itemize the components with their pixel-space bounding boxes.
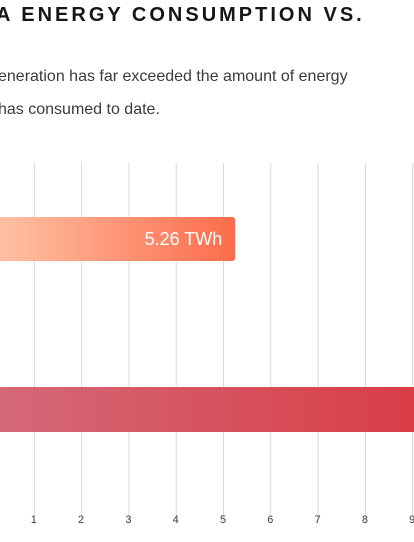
bar-1 bbox=[0, 217, 236, 261]
x-tick-label-6: 6 bbox=[267, 514, 273, 526]
chart-title: A ENERGY CONSUMPTION VS. bbox=[0, 4, 365, 26]
bar-1-value-label: 5.26 TWh bbox=[145, 229, 223, 249]
x-tick-label-2: 2 bbox=[78, 514, 84, 526]
x-tick-label-7: 7 bbox=[315, 514, 321, 526]
chart-subtitle: eneration has far exceeded the amount of… bbox=[0, 60, 348, 126]
x-tick-label-4: 4 bbox=[173, 514, 179, 526]
subtitle-line-1: eneration has far exceeded the amount of… bbox=[0, 68, 348, 85]
x-tick-label-1: 1 bbox=[31, 514, 37, 526]
x-tick-label-9: 9 bbox=[409, 514, 414, 526]
x-tick-label-8: 8 bbox=[362, 514, 368, 526]
x-tick-label-3: 3 bbox=[125, 514, 131, 526]
bar-2 bbox=[0, 387, 414, 432]
subtitle-line-2: has consumed to date. bbox=[0, 101, 160, 118]
x-tick-label-5: 5 bbox=[220, 514, 226, 526]
